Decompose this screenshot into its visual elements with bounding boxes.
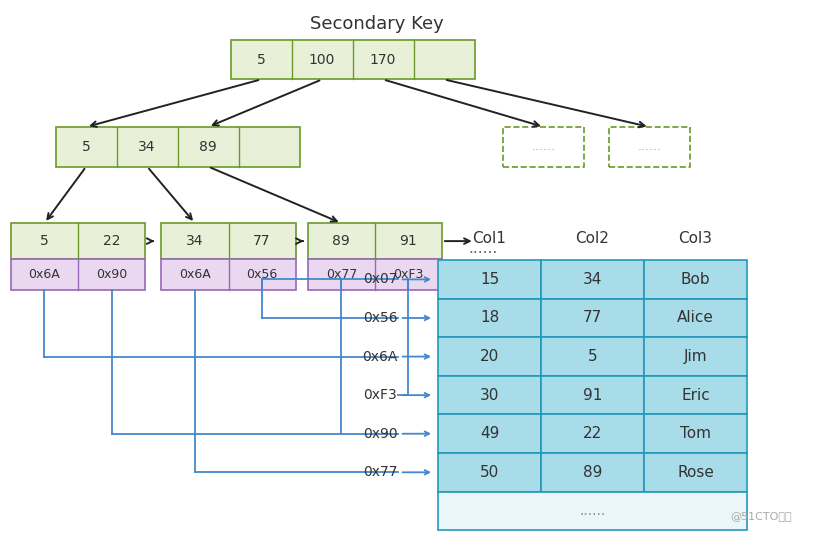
Text: 0x6A: 0x6A [362,350,397,364]
Text: 0xF3: 0xF3 [364,388,397,402]
Text: 0x07: 0x07 [363,272,397,286]
Text: 20: 20 [480,349,499,364]
Text: 30: 30 [480,388,499,403]
FancyBboxPatch shape [541,299,644,337]
Text: 5: 5 [256,52,265,67]
Text: 34: 34 [583,272,602,287]
Text: 91: 91 [583,388,602,403]
Text: 89: 89 [333,234,351,248]
Text: Tom: Tom [680,426,711,441]
Text: ......: ...... [468,241,497,256]
Text: Rose: Rose [677,465,714,480]
FancyBboxPatch shape [541,260,644,299]
Text: 0x56: 0x56 [363,311,397,325]
Text: 34: 34 [138,140,156,154]
Text: 170: 170 [370,52,396,67]
FancyBboxPatch shape [644,376,747,414]
Text: 50: 50 [480,465,499,480]
Text: 34: 34 [186,234,204,248]
FancyBboxPatch shape [438,260,541,299]
FancyBboxPatch shape [11,259,145,290]
FancyBboxPatch shape [609,127,690,167]
Text: 89: 89 [199,140,217,154]
Text: 0xF3: 0xF3 [393,268,423,281]
FancyBboxPatch shape [308,223,442,259]
Text: Col2: Col2 [576,232,609,247]
Text: 89: 89 [583,465,602,480]
Text: 91: 91 [400,234,418,248]
Text: ......: ...... [637,140,662,153]
FancyBboxPatch shape [644,299,747,337]
Text: ......: ...... [532,140,556,153]
Text: 0x6A: 0x6A [179,268,210,281]
FancyBboxPatch shape [438,376,541,414]
FancyBboxPatch shape [503,127,585,167]
FancyBboxPatch shape [11,223,145,259]
Text: 49: 49 [480,426,499,441]
Text: Col3: Col3 [679,232,713,247]
Text: 100: 100 [309,52,335,67]
Text: Secondary Key: Secondary Key [310,15,444,33]
Text: 77: 77 [253,234,271,248]
Text: 5: 5 [40,234,49,248]
FancyBboxPatch shape [161,223,296,259]
Text: 5: 5 [82,140,91,154]
Text: 5: 5 [588,349,597,364]
FancyBboxPatch shape [438,453,541,492]
FancyBboxPatch shape [438,414,541,453]
FancyBboxPatch shape [308,259,442,290]
Text: @51CTO博客: @51CTO博客 [731,511,792,521]
FancyBboxPatch shape [541,376,644,414]
Text: 0x77: 0x77 [326,268,357,281]
Text: 77: 77 [583,310,602,326]
FancyBboxPatch shape [230,40,474,80]
Text: Col1: Col1 [473,232,506,247]
Text: 22: 22 [103,234,120,248]
FancyBboxPatch shape [541,453,644,492]
FancyBboxPatch shape [438,492,747,530]
FancyBboxPatch shape [644,414,747,453]
Text: 18: 18 [480,310,499,326]
Text: 0x56: 0x56 [247,268,278,281]
Text: 0x90: 0x90 [363,427,397,441]
Text: Bob: Bob [681,272,710,287]
FancyBboxPatch shape [541,414,644,453]
FancyBboxPatch shape [438,299,541,337]
Text: Jim: Jim [684,349,708,364]
FancyBboxPatch shape [644,260,747,299]
Text: 0x77: 0x77 [363,465,397,480]
Text: Eric: Eric [681,388,710,403]
FancyBboxPatch shape [644,337,747,376]
Text: 0x6A: 0x6A [29,268,61,281]
FancyBboxPatch shape [644,453,747,492]
Text: 15: 15 [480,272,499,287]
Text: 22: 22 [583,426,602,441]
Text: Alice: Alice [677,310,714,326]
FancyBboxPatch shape [161,259,296,290]
Text: ......: ...... [579,504,605,518]
FancyBboxPatch shape [541,337,644,376]
FancyBboxPatch shape [438,337,541,376]
FancyBboxPatch shape [56,127,300,167]
Text: 0x90: 0x90 [96,268,127,281]
